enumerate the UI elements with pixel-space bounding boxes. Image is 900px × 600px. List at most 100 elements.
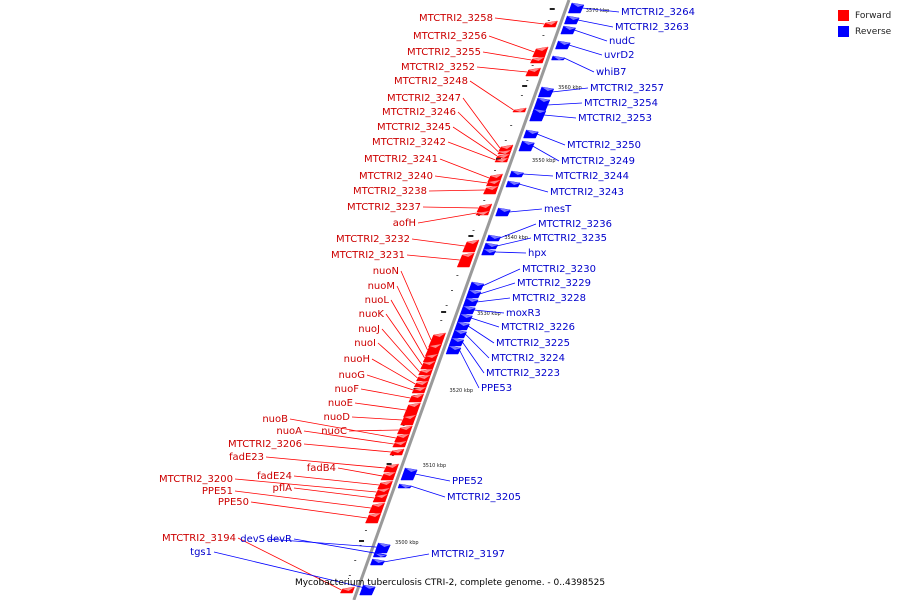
gene-label-reverse: mesT	[544, 204, 572, 215]
minor-tick	[520, 95, 523, 96]
leader-line-reverse	[459, 349, 480, 389]
forward-gene-mtctri2-3252	[525, 67, 541, 77]
gene-label-forward: nuoE	[328, 398, 353, 409]
reverse-gene-mtctri2-3253	[529, 108, 547, 122]
gene-label-forward: nuoL	[365, 295, 390, 306]
gene-label-reverse: MTCTRI2_3249	[561, 156, 635, 167]
major-tick	[359, 540, 365, 542]
leader-line-forward	[400, 270, 432, 341]
forward-gene-nuog	[411, 386, 427, 394]
leader-line-reverse	[508, 208, 543, 213]
leader-line-forward	[494, 17, 545, 25]
leader-line-reverse	[518, 183, 549, 193]
leader-line-forward	[396, 285, 428, 351]
leader-line-reverse	[479, 282, 516, 295]
gene-label-forward: fadE23	[229, 452, 264, 463]
leader-line-forward	[354, 402, 407, 411]
leader-line-reverse	[496, 237, 532, 247]
leader-line-forward	[237, 537, 342, 591]
gene-label-reverse: MTCTRI2_3197	[431, 549, 505, 560]
reverse-gene-mtctri2-3263	[564, 15, 580, 25]
gene-label-reverse: MTCTRI2_3236	[538, 219, 612, 230]
legend-item-reverse: Reverse	[838, 24, 891, 39]
gene-label-reverse: MTCTRI2_3230	[522, 264, 596, 275]
tick-label: 3540 kbp	[504, 235, 528, 241]
tick-label: 3520 kbp	[450, 388, 474, 394]
forward-gene-nuoj	[418, 368, 434, 376]
leader-line-reverse	[482, 268, 521, 287]
forward-gene-mtctri2-3240	[485, 179, 501, 187]
major-tick	[468, 235, 474, 237]
gene-label-reverse: MTCTRI2_3250	[567, 140, 641, 151]
leader-line-reverse	[522, 173, 554, 177]
leader-line-reverse	[213, 551, 374, 591]
leader-line-forward	[462, 97, 501, 149]
gene-label-forward: MTCTRI2_3232	[336, 234, 410, 245]
leader-line-forward	[385, 313, 423, 366]
leader-line-forward	[381, 328, 420, 373]
forward-gene-nuof	[408, 393, 425, 403]
gene-label-reverse: hpx	[528, 248, 547, 259]
gene-label-forward: nuoF	[334, 384, 359, 395]
leader-line-forward	[417, 212, 477, 224]
tick-label: 3510 kbp	[423, 463, 447, 469]
forward-gene-fadb4	[380, 471, 397, 481]
minor-tick	[531, 65, 534, 66]
gene-label-forward: aofH	[393, 218, 416, 229]
forward-gene-pfla	[372, 493, 389, 503]
leader-line-forward	[434, 175, 488, 184]
gene-label-forward: nuoN	[373, 266, 399, 277]
leader-line-reverse	[532, 145, 560, 162]
reverse-gene-mtctri2-3236	[486, 234, 502, 242]
forward-gene-nuoi	[415, 374, 431, 382]
reverse-swatch	[838, 26, 849, 37]
leader-line-forward	[303, 430, 394, 445]
leader-line-reverse	[462, 341, 485, 374]
gene-label-forward: nuoA	[276, 426, 302, 437]
leader-line-forward	[371, 358, 416, 385]
gene-label-forward: MTCTRI2_3194	[162, 533, 236, 544]
minor-tick	[526, 80, 529, 81]
gene-label-reverse: moxR3	[506, 308, 541, 319]
gene-label-forward: MTCTRI2_3247	[387, 93, 461, 104]
reverse-gene-mtctri2-3235	[483, 242, 499, 250]
gene-label-forward: nuoM	[368, 281, 395, 292]
leader-line-forward	[351, 416, 403, 421]
minor-tick	[510, 125, 513, 126]
leader-line-forward	[457, 111, 499, 153]
gene-label-reverse: MTCTRI2_3253	[578, 113, 652, 124]
gene-label-reverse: MTCTRI2_3229	[517, 278, 591, 289]
forward-gene-mtctri2-3247	[498, 144, 514, 152]
leader-line-reverse	[582, 7, 620, 13]
leader-line-reverse	[564, 57, 595, 73]
reverse-gene-mtctri2-3257	[537, 86, 555, 98]
gene-label-forward: nuoB	[262, 414, 288, 425]
minor-tick	[451, 290, 454, 291]
gene-label-reverse: MTCTRI2_3263	[615, 22, 689, 33]
leader-line-forward	[337, 467, 383, 477]
minor-tick	[354, 560, 357, 561]
gene-label-reverse: MTCTRI2_3226	[501, 322, 575, 333]
gene-label-forward: MTCTRI2_3255	[407, 47, 481, 58]
leader-line-forward	[439, 158, 490, 179]
gene-label-forward: nuoG	[338, 370, 365, 381]
leader-line-reverse	[464, 333, 490, 359]
leader-line-forward	[390, 299, 425, 359]
leader-line-reverse	[383, 553, 430, 563]
reverse-gene-mtctri2-3197	[370, 558, 385, 566]
gene-label-forward: MTCTRI2_3256	[413, 31, 487, 42]
gene-label-forward: nuoK	[359, 309, 385, 320]
reverse-gene-devr	[372, 552, 388, 558]
gene-label-reverse: MTCTRI2_3223	[486, 368, 560, 379]
reverse-gene-devs	[374, 542, 391, 554]
reverse-gene-uvrd2	[555, 40, 571, 50]
reverse-gene-mtctri2-3223	[448, 337, 465, 347]
gene-label-forward: MTCTRI2_3206	[228, 439, 302, 450]
gene-label-forward: MTCTRI2_3246	[382, 107, 456, 118]
gene-label-forward: nuoJ	[358, 324, 380, 335]
forward-gene-mtctri2-3258	[542, 20, 558, 28]
forward-gene-mtctri2-3246	[497, 149, 512, 155]
leader-line-forward	[377, 342, 418, 379]
leader-line-forward	[366, 374, 414, 391]
